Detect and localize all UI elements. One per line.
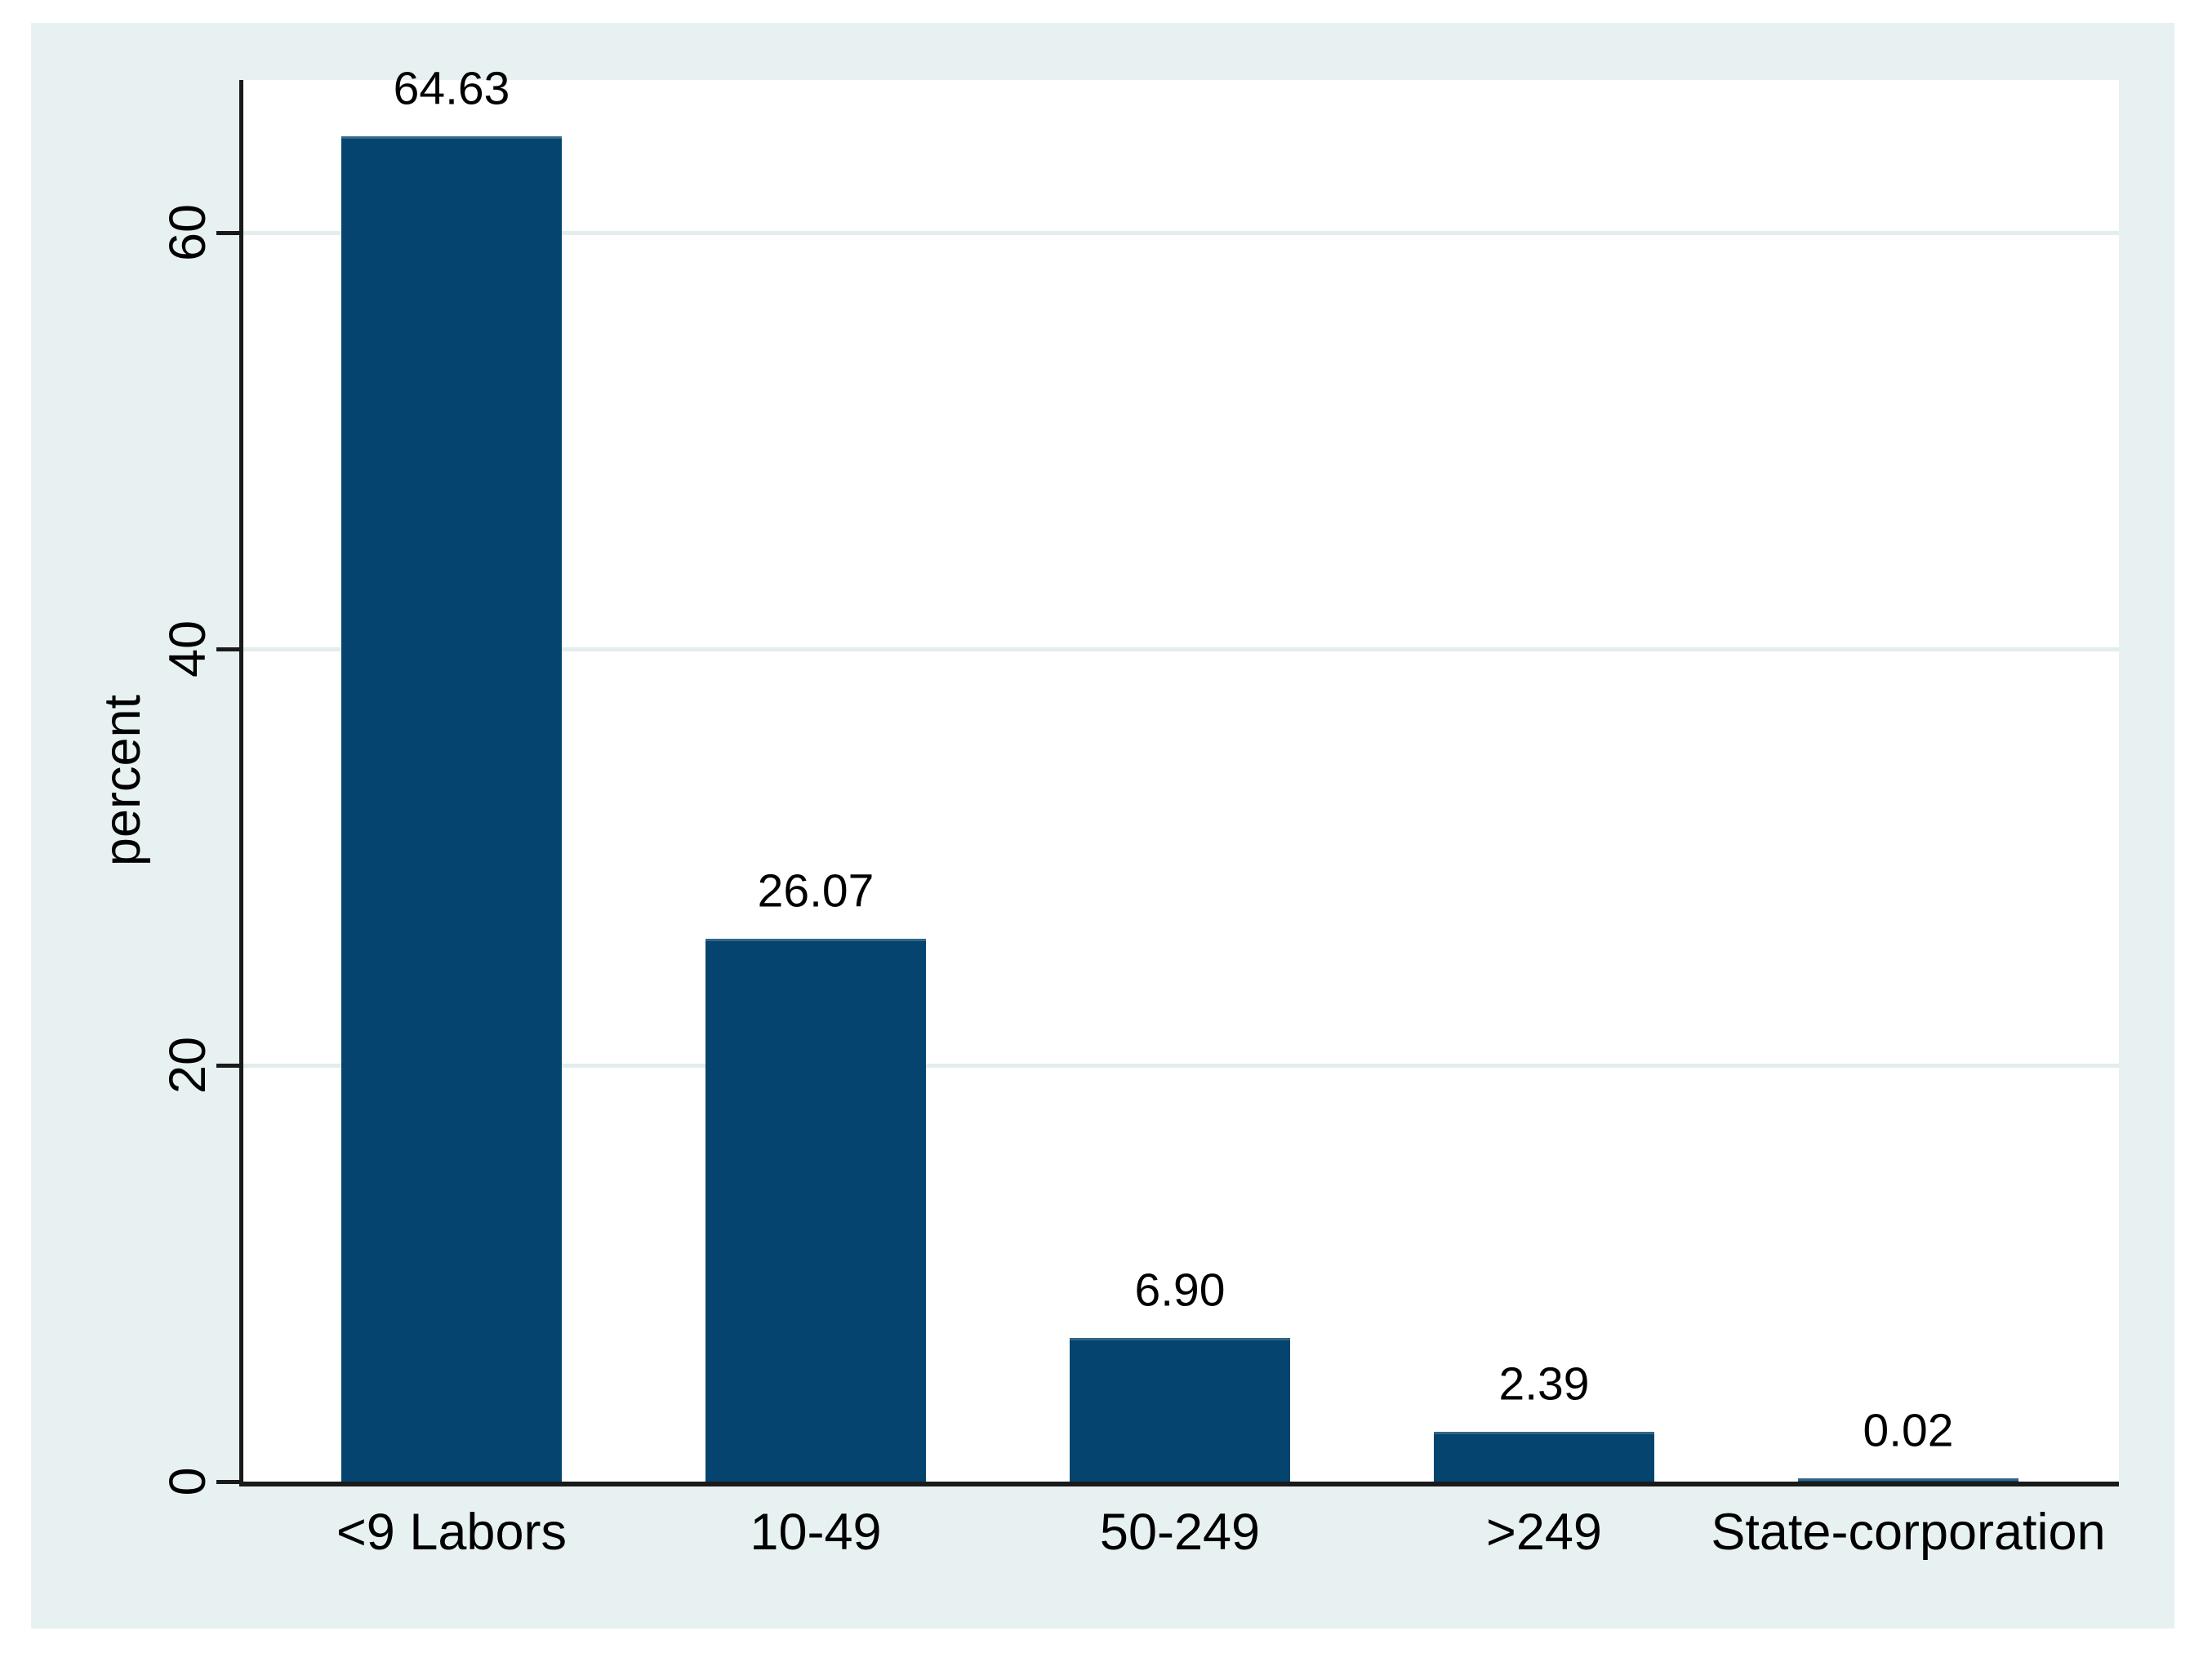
x-category-label: State-corporation bbox=[1711, 1504, 2106, 1561]
y-tick-label-0: 0 bbox=[159, 1467, 216, 1496]
x-category-label: <9 Labors bbox=[336, 1504, 567, 1561]
bar-value-label: 6.90 bbox=[1134, 1264, 1226, 1317]
x-axis-line bbox=[239, 1482, 2119, 1486]
y-tick-label-20: 20 bbox=[159, 1036, 216, 1095]
bar bbox=[1070, 1338, 1290, 1482]
y-axis-line bbox=[239, 80, 243, 1486]
gridline-20 bbox=[243, 1064, 2119, 1068]
y-tick-60 bbox=[216, 231, 239, 235]
gridline-60 bbox=[243, 231, 2119, 235]
y-tick-40 bbox=[216, 647, 239, 651]
bar-value-label: 26.07 bbox=[757, 864, 875, 918]
x-category-label: 50-249 bbox=[1099, 1504, 1261, 1561]
y-tick-20 bbox=[216, 1064, 239, 1068]
bar-value-label: 0.02 bbox=[1863, 1404, 1954, 1457]
y-axis-title: percent bbox=[94, 694, 151, 867]
y-tick-label-40: 40 bbox=[159, 620, 216, 678]
bar-value-label: 64.63 bbox=[393, 62, 510, 115]
bar bbox=[341, 136, 562, 1482]
bar bbox=[705, 939, 926, 1482]
y-tick-0 bbox=[216, 1480, 239, 1484]
x-category-label: 10-49 bbox=[750, 1504, 882, 1561]
bar bbox=[1798, 1478, 2018, 1482]
gridline-40 bbox=[243, 647, 2119, 651]
x-category-label: >249 bbox=[1486, 1504, 1602, 1561]
bar-value-label: 2.39 bbox=[1498, 1358, 1590, 1411]
bar bbox=[1434, 1432, 1654, 1482]
y-tick-label-60: 60 bbox=[159, 203, 216, 262]
